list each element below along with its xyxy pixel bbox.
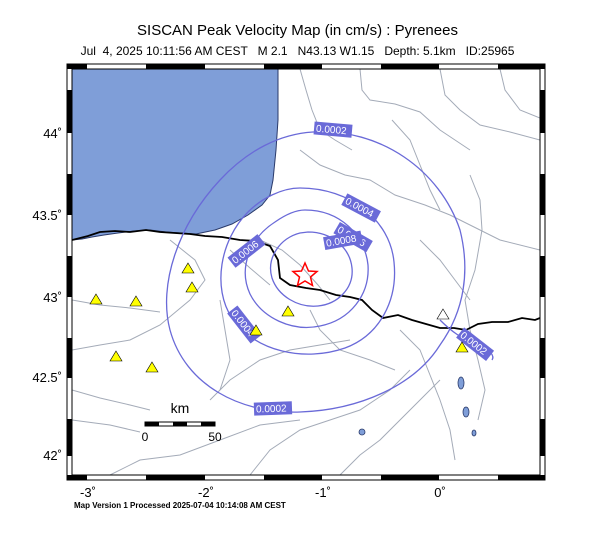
- lat-tick-label: 42˚: [43, 448, 62, 463]
- contour-label: 0.0002: [313, 121, 353, 138]
- lon-tick-label: -2˚: [198, 485, 214, 500]
- station-triangle: [89, 293, 103, 305]
- station-triangle: [145, 361, 159, 373]
- contour-label: 0.0002: [253, 401, 293, 416]
- lon-tick-label: 0˚: [434, 485, 446, 500]
- lon-axis: -3˚ -2˚ -1˚ 0˚: [80, 485, 446, 500]
- contour-label-text: 0.0008: [325, 233, 357, 249]
- scale-bar-end: 50: [208, 430, 222, 444]
- contour-label-text: 0.0002: [256, 403, 287, 415]
- event-info: Jul 4, 2025 10:11:56 AM CEST M 2.1 N43.1…: [80, 44, 515, 58]
- scale-bar-unit: km: [171, 400, 190, 416]
- station-triangle: [109, 350, 123, 362]
- contour-line-4: [270, 231, 353, 307]
- station-triangle: [181, 262, 195, 274]
- lat-tick-label: 44˚: [43, 126, 62, 141]
- contour-line-2: [220, 187, 396, 355]
- epicenter-star: [291, 261, 319, 288]
- lakes: [358, 376, 477, 437]
- station-triangle-white: [436, 308, 450, 320]
- scale-bar-start: 0: [142, 430, 149, 444]
- contour-line-outer: [165, 131, 466, 413]
- contour-label-text: 0.0002: [316, 124, 348, 138]
- lon-tick-label: -1˚: [315, 485, 331, 500]
- station-triangle: [249, 324, 263, 336]
- station-triangle: [281, 305, 295, 317]
- lat-tick-label: 43.5˚: [32, 208, 62, 223]
- stations: [89, 262, 469, 373]
- station-triangle: [455, 341, 469, 353]
- rivers: [72, 69, 540, 475]
- processing-footer: Map Version 1 Processed 2025-07-04 10:14…: [74, 501, 286, 510]
- sea: [72, 69, 279, 241]
- station-triangle: [129, 295, 143, 307]
- scale-bar: km 0 50: [142, 400, 222, 444]
- lon-tick-label: -3˚: [80, 485, 96, 500]
- contour-label: 0.0008: [323, 230, 363, 251]
- lat-tick-label: 42.5˚: [32, 370, 62, 385]
- lat-tick-label: 43˚: [43, 290, 62, 305]
- lat-axis: 44˚ 43.5˚ 43˚ 42.5˚ 42˚: [32, 126, 62, 463]
- map-area: 0.0002 0.0004 0.0006 0.0006 0.0008 0.000…: [72, 69, 540, 475]
- map-frame: [66, 63, 546, 481]
- border: [72, 229, 540, 331]
- station-triangle: [185, 281, 199, 293]
- map-title: SISCAN Peak Velocity Map (in cm/s) : Pyr…: [137, 22, 458, 39]
